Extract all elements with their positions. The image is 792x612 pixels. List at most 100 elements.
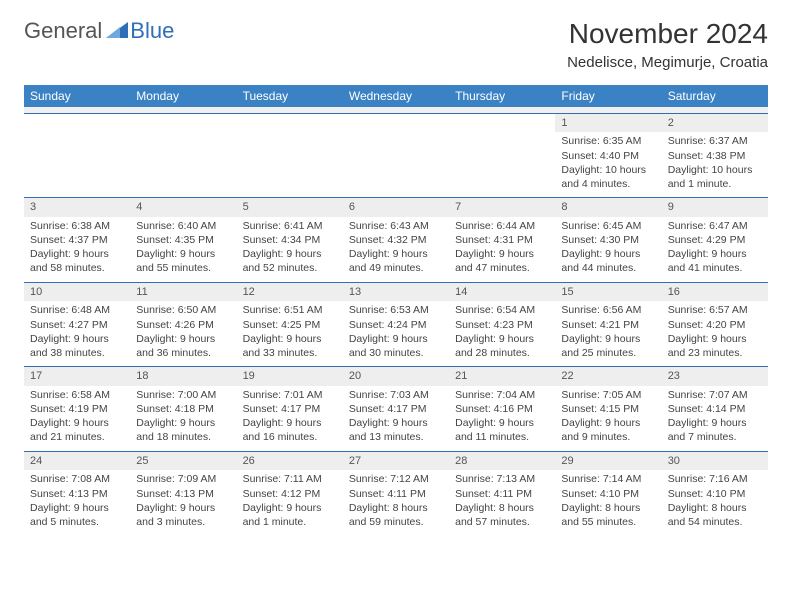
daylight-text: Daylight: 9 hours and 30 minutes.: [349, 332, 443, 360]
day-body: Sunrise: 6:37 AMSunset: 4:38 PMDaylight:…: [662, 132, 768, 197]
sunset-text: Sunset: 4:12 PM: [243, 487, 337, 501]
sunrise-text: Sunrise: 7:07 AM: [668, 388, 762, 402]
sunset-text: Sunset: 4:23 PM: [455, 318, 549, 332]
day-body: Sunrise: 7:12 AMSunset: 4:11 PMDaylight:…: [343, 470, 449, 535]
location-text: Nedelisce, Megimurje, Croatia: [567, 54, 768, 71]
day-number: 8: [555, 198, 661, 217]
day-cell: 20Sunrise: 7:03 AMSunset: 4:17 PMDayligh…: [343, 367, 449, 452]
sunrise-text: Sunrise: 6:54 AM: [455, 303, 549, 317]
daylight-text: Daylight: 9 hours and 44 minutes.: [561, 247, 655, 275]
daylight-text: Daylight: 8 hours and 54 minutes.: [668, 501, 762, 529]
day-body: Sunrise: 6:47 AMSunset: 4:29 PMDaylight:…: [662, 217, 768, 282]
day-body: Sunrise: 7:11 AMSunset: 4:12 PMDaylight:…: [237, 470, 343, 535]
day-body: [449, 132, 555, 188]
sunrise-text: Sunrise: 6:40 AM: [136, 219, 230, 233]
sunrise-text: Sunrise: 6:57 AM: [668, 303, 762, 317]
day-body: Sunrise: 6:35 AMSunset: 4:40 PMDaylight:…: [555, 132, 661, 197]
day-cell: 26Sunrise: 7:11 AMSunset: 4:12 PMDayligh…: [237, 451, 343, 535]
daylight-text: Daylight: 10 hours and 4 minutes.: [561, 163, 655, 191]
daylight-text: Daylight: 8 hours and 55 minutes.: [561, 501, 655, 529]
daylight-text: Daylight: 9 hours and 7 minutes.: [668, 416, 762, 444]
day-body: [343, 132, 449, 188]
day-body: [237, 132, 343, 188]
day-number: 23: [662, 367, 768, 386]
sunrise-text: Sunrise: 6:45 AM: [561, 219, 655, 233]
day-cell: 9Sunrise: 6:47 AMSunset: 4:29 PMDaylight…: [662, 198, 768, 283]
sunrise-text: Sunrise: 7:09 AM: [136, 472, 230, 486]
day-number: 2: [662, 114, 768, 133]
day-number: 5: [237, 198, 343, 217]
calendar-table: Sunday Monday Tuesday Wednesday Thursday…: [24, 85, 768, 535]
day-cell: 14Sunrise: 6:54 AMSunset: 4:23 PMDayligh…: [449, 282, 555, 367]
sunrise-text: Sunrise: 7:13 AM: [455, 472, 549, 486]
daylight-text: Daylight: 10 hours and 1 minute.: [668, 163, 762, 191]
week-row: 24Sunrise: 7:08 AMSunset: 4:13 PMDayligh…: [24, 451, 768, 535]
daylight-text: Daylight: 9 hours and 3 minutes.: [136, 501, 230, 529]
dow-saturday: Saturday: [662, 85, 768, 107]
day-cell: [449, 113, 555, 198]
day-cell: 6Sunrise: 6:43 AMSunset: 4:32 PMDaylight…: [343, 198, 449, 283]
day-number: 20: [343, 367, 449, 386]
daylight-text: Daylight: 9 hours and 18 minutes.: [136, 416, 230, 444]
daylight-text: Daylight: 9 hours and 13 minutes.: [349, 416, 443, 444]
day-number: 3: [24, 198, 130, 217]
sunrise-text: Sunrise: 6:53 AM: [349, 303, 443, 317]
sunrise-text: Sunrise: 7:08 AM: [30, 472, 124, 486]
sunrise-text: Sunrise: 7:03 AM: [349, 388, 443, 402]
day-body: Sunrise: 7:03 AMSunset: 4:17 PMDaylight:…: [343, 386, 449, 451]
day-number: 24: [24, 452, 130, 471]
day-cell: 2Sunrise: 6:37 AMSunset: 4:38 PMDaylight…: [662, 113, 768, 198]
daylight-text: Daylight: 8 hours and 59 minutes.: [349, 501, 443, 529]
sunset-text: Sunset: 4:24 PM: [349, 318, 443, 332]
day-body: Sunrise: 7:08 AMSunset: 4:13 PMDaylight:…: [24, 470, 130, 535]
sunset-text: Sunset: 4:35 PM: [136, 233, 230, 247]
sunrise-text: Sunrise: 6:35 AM: [561, 134, 655, 148]
sunset-text: Sunset: 4:37 PM: [30, 233, 124, 247]
day-cell: 13Sunrise: 6:53 AMSunset: 4:24 PMDayligh…: [343, 282, 449, 367]
day-number: 28: [449, 452, 555, 471]
header: General Blue November 2024 Nedelisce, Me…: [24, 18, 768, 71]
daylight-text: Daylight: 9 hours and 5 minutes.: [30, 501, 124, 529]
day-body: Sunrise: 6:50 AMSunset: 4:26 PMDaylight:…: [130, 301, 236, 366]
daylight-text: Daylight: 9 hours and 25 minutes.: [561, 332, 655, 360]
logo: General Blue: [24, 18, 174, 44]
dow-row: Sunday Monday Tuesday Wednesday Thursday…: [24, 85, 768, 107]
dow-sunday: Sunday: [24, 85, 130, 107]
daylight-text: Daylight: 9 hours and 55 minutes.: [136, 247, 230, 275]
day-cell: [237, 113, 343, 198]
week-row: 10Sunrise: 6:48 AMSunset: 4:27 PMDayligh…: [24, 282, 768, 367]
sunrise-text: Sunrise: 7:01 AM: [243, 388, 337, 402]
day-number: 21: [449, 367, 555, 386]
day-body: Sunrise: 7:14 AMSunset: 4:10 PMDaylight:…: [555, 470, 661, 535]
daylight-text: Daylight: 9 hours and 36 minutes.: [136, 332, 230, 360]
sunset-text: Sunset: 4:13 PM: [136, 487, 230, 501]
day-body: Sunrise: 7:09 AMSunset: 4:13 PMDaylight:…: [130, 470, 236, 535]
day-body: Sunrise: 7:04 AMSunset: 4:16 PMDaylight:…: [449, 386, 555, 451]
sunset-text: Sunset: 4:27 PM: [30, 318, 124, 332]
day-body: Sunrise: 6:56 AMSunset: 4:21 PMDaylight:…: [555, 301, 661, 366]
day-body: Sunrise: 6:57 AMSunset: 4:20 PMDaylight:…: [662, 301, 768, 366]
day-body: Sunrise: 6:58 AMSunset: 4:19 PMDaylight:…: [24, 386, 130, 451]
sunrise-text: Sunrise: 6:41 AM: [243, 219, 337, 233]
sunrise-text: Sunrise: 7:04 AM: [455, 388, 549, 402]
day-body: Sunrise: 7:00 AMSunset: 4:18 PMDaylight:…: [130, 386, 236, 451]
day-cell: 22Sunrise: 7:05 AMSunset: 4:15 PMDayligh…: [555, 367, 661, 452]
day-body: Sunrise: 7:07 AMSunset: 4:14 PMDaylight:…: [662, 386, 768, 451]
day-number: 1: [555, 114, 661, 133]
day-cell: 21Sunrise: 7:04 AMSunset: 4:16 PMDayligh…: [449, 367, 555, 452]
sunrise-text: Sunrise: 6:50 AM: [136, 303, 230, 317]
day-body: Sunrise: 6:54 AMSunset: 4:23 PMDaylight:…: [449, 301, 555, 366]
sunset-text: Sunset: 4:19 PM: [30, 402, 124, 416]
dow-thursday: Thursday: [449, 85, 555, 107]
sunset-text: Sunset: 4:26 PM: [136, 318, 230, 332]
daylight-text: Daylight: 9 hours and 49 minutes.: [349, 247, 443, 275]
day-body: Sunrise: 6:53 AMSunset: 4:24 PMDaylight:…: [343, 301, 449, 366]
day-body: Sunrise: 7:13 AMSunset: 4:11 PMDaylight:…: [449, 470, 555, 535]
sunset-text: Sunset: 4:11 PM: [455, 487, 549, 501]
day-body: Sunrise: 6:51 AMSunset: 4:25 PMDaylight:…: [237, 301, 343, 366]
day-number: 22: [555, 367, 661, 386]
day-cell: 29Sunrise: 7:14 AMSunset: 4:10 PMDayligh…: [555, 451, 661, 535]
day-cell: 25Sunrise: 7:09 AMSunset: 4:13 PMDayligh…: [130, 451, 236, 535]
day-number: 7: [449, 198, 555, 217]
sunrise-text: Sunrise: 6:37 AM: [668, 134, 762, 148]
